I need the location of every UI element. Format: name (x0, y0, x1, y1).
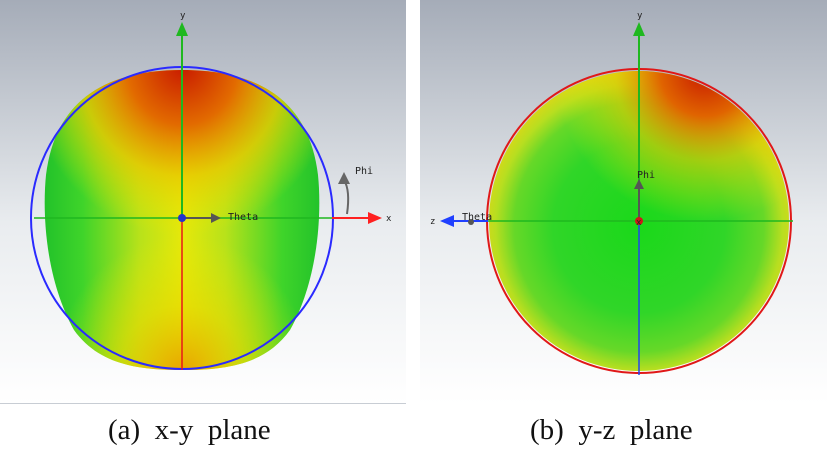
x-axis-label: x (636, 218, 642, 228)
phi-arrow-icon (338, 172, 350, 184)
theta-arrow-icon (211, 213, 221, 223)
theta-label: Theta (228, 212, 258, 223)
x-axis-arrow-icon (368, 212, 382, 224)
y-axis-label: y (180, 11, 186, 21)
phi-label: Phi (355, 166, 373, 177)
phi-label: Phi (637, 170, 655, 181)
caption-xy-plane: (a) x-y plane (108, 414, 271, 446)
z-axis-label: z (430, 217, 435, 227)
origin-dot (178, 214, 186, 222)
pattern-plot-yz: y z x Theta Phi (420, 0, 827, 404)
y-axis-arrow-icon (176, 22, 188, 36)
panel-yz-plane: y z x Theta Phi (420, 0, 827, 404)
origin-dot (635, 217, 643, 225)
x-axis-label: x (386, 214, 392, 224)
phi-arrow-icon (634, 179, 644, 189)
pattern-plot-xy: y x Theta Phi (0, 0, 406, 404)
theta-indicator (468, 219, 474, 225)
panel-xy-plane: y x Theta Phi (0, 0, 406, 404)
y-axis-label: y (637, 11, 643, 21)
caption-yz-plane: (b) y-z plane (530, 414, 693, 446)
z-axis-arrow-icon (440, 215, 454, 227)
y-axis-arrow-icon (633, 22, 645, 36)
panel-divider (0, 403, 406, 404)
theta-label: Theta (462, 212, 492, 223)
